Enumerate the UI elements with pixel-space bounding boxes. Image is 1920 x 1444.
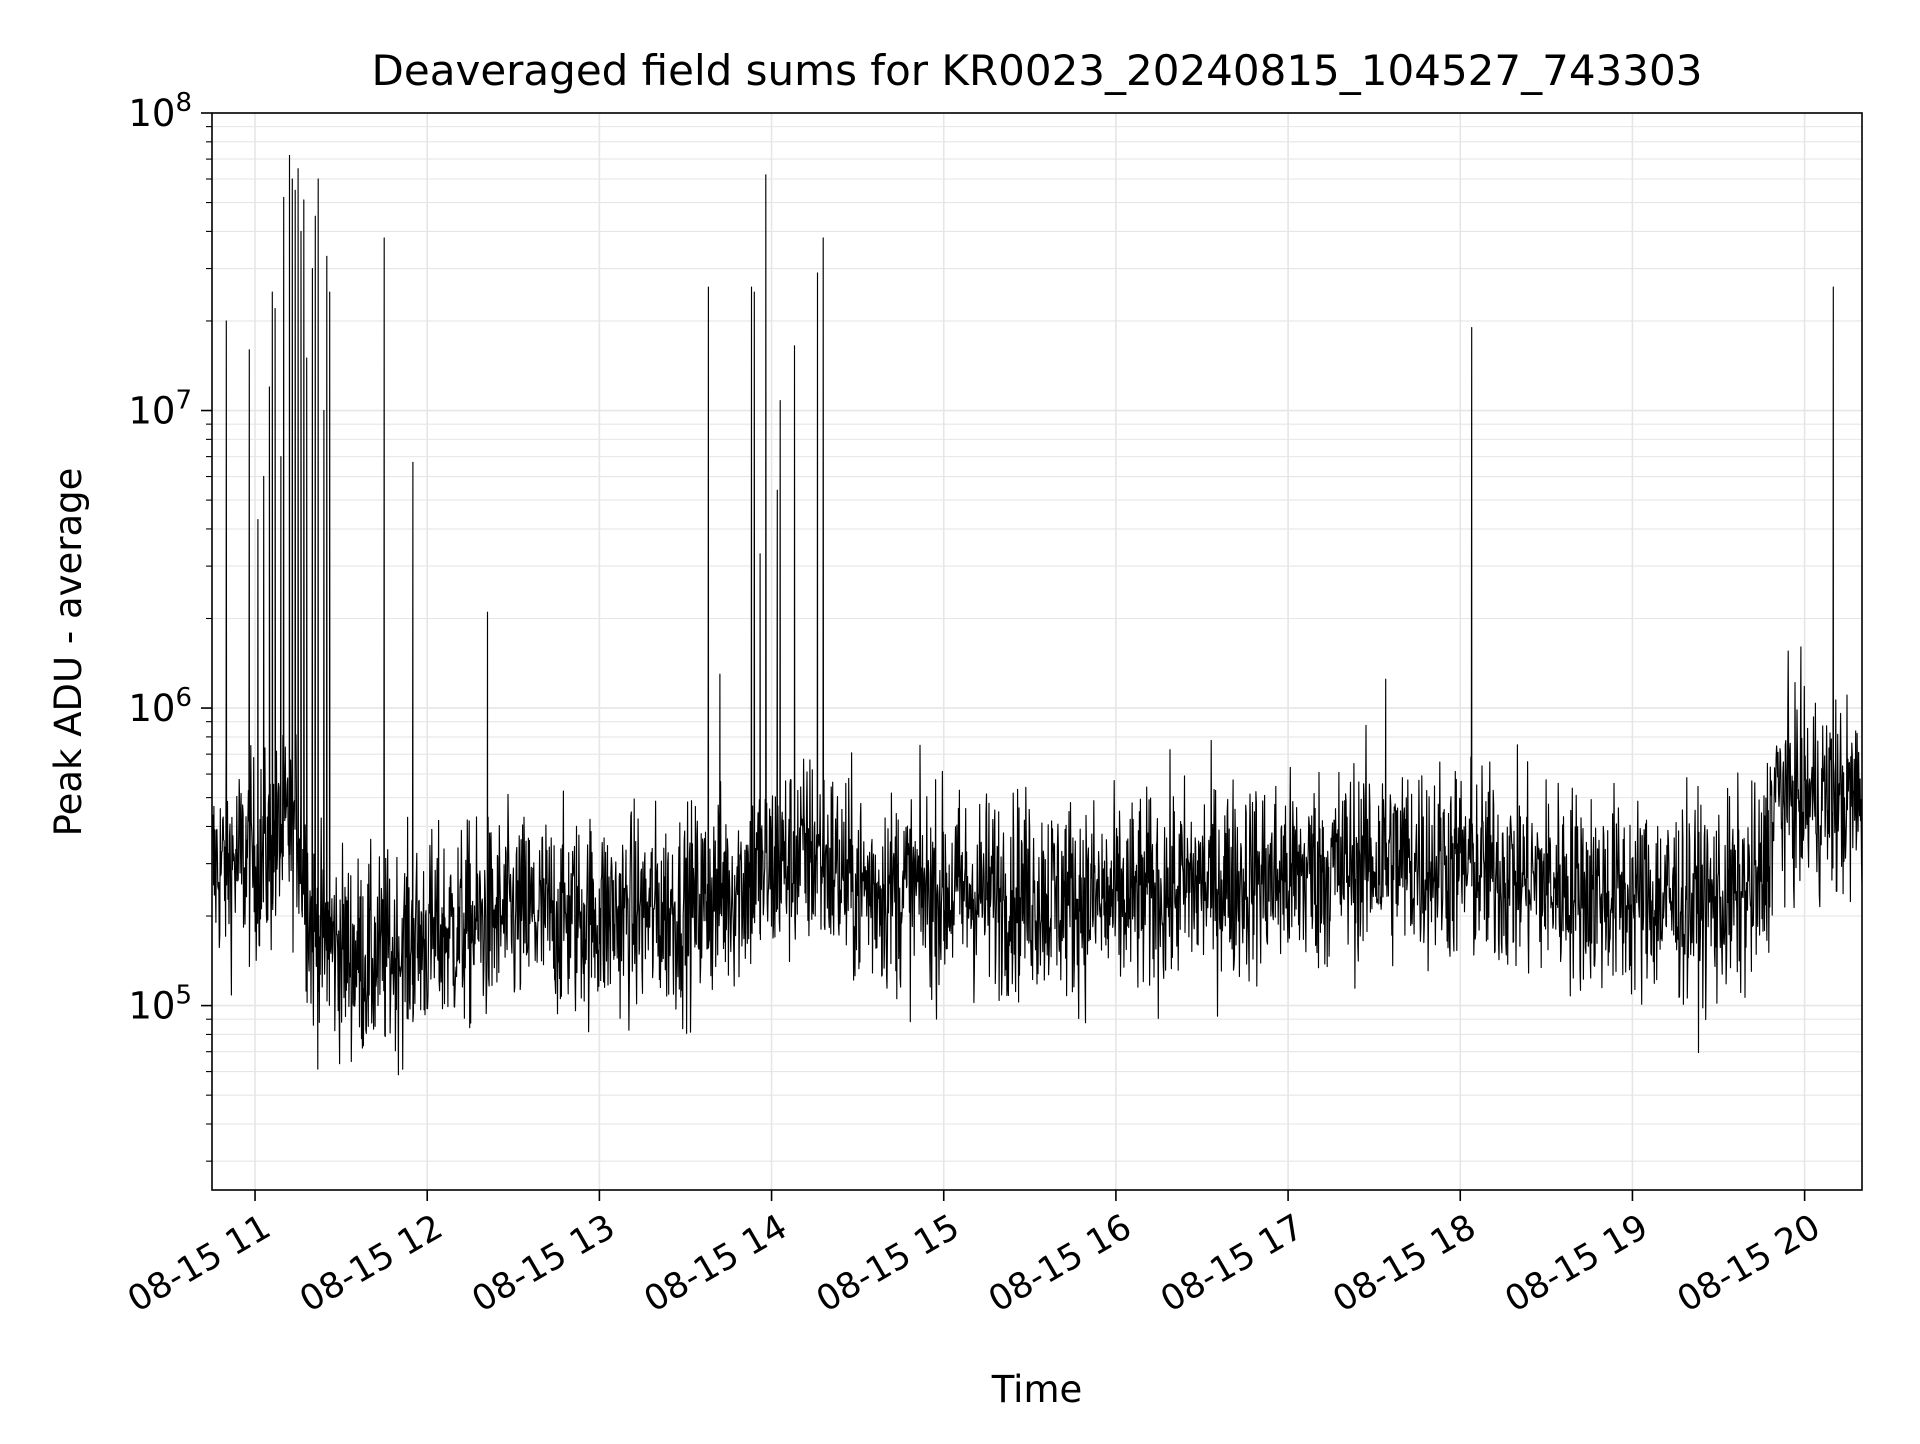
y-tick-label-base: 10 bbox=[128, 687, 175, 730]
x-tick-label: 08-15 15 bbox=[810, 1207, 966, 1320]
x-axis: 08-15 11 08-15 12 08-15 13 08-15 14 08-15 15… bbox=[121, 1190, 1827, 1320]
x-tick-label: 08-15 19 bbox=[1499, 1207, 1655, 1320]
x-tick-label: 08-15 18 bbox=[1326, 1207, 1482, 1320]
y-tick-label-exponent: 5 bbox=[175, 981, 192, 1011]
x-tick-label: 08-15 12 bbox=[293, 1207, 449, 1320]
series-line bbox=[212, 154, 1862, 1076]
x-tick-label: 08-15 11 bbox=[121, 1207, 277, 1320]
x-tick-label: 08-15 20 bbox=[1671, 1207, 1827, 1320]
plot-area bbox=[212, 154, 1862, 1076]
x-tick-label: 08-15 16 bbox=[982, 1207, 1138, 1320]
y-tick-label: 108 bbox=[128, 88, 192, 135]
x-axis-label: Time bbox=[991, 1368, 1083, 1411]
y-tick-label-base: 10 bbox=[128, 390, 175, 433]
y-tick-label-base: 10 bbox=[128, 985, 175, 1028]
x-tick-label: 08-15 17 bbox=[1154, 1207, 1310, 1320]
y-tick-label-exponent: 8 bbox=[175, 88, 192, 118]
y-tick-label: 105 bbox=[128, 981, 192, 1028]
y-tick-label-base: 10 bbox=[128, 92, 175, 135]
y-axis-label: Peak ADU - average bbox=[47, 468, 90, 837]
grid bbox=[212, 112, 1862, 1190]
x-tick-label: 08-15 14 bbox=[638, 1207, 794, 1320]
plot-frame bbox=[211, 112, 1863, 1191]
y-tick-label-exponent: 7 bbox=[175, 386, 192, 416]
y-tick-label: 107 bbox=[128, 386, 192, 433]
chart-title: Deaveraged field sums for KR0023_2024081… bbox=[372, 46, 1703, 95]
x-tick-label: 08-15 13 bbox=[466, 1207, 622, 1320]
y-tick-label: 106 bbox=[128, 683, 192, 730]
y-tick-label-exponent: 6 bbox=[175, 683, 192, 713]
